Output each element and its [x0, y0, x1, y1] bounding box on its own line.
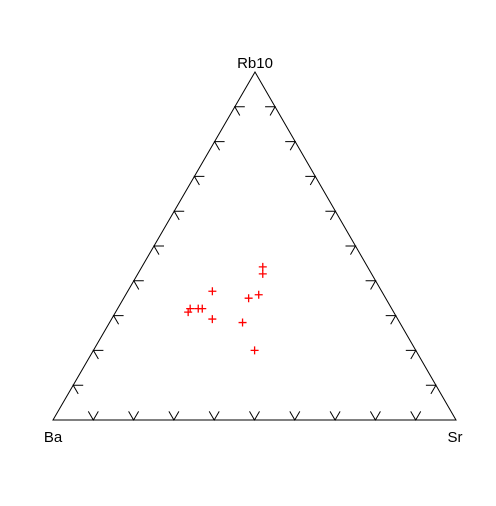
triangle-axes	[52, 71, 457, 421]
tick-mark-right	[345, 245, 357, 255]
tick-mark-left	[72, 384, 84, 395]
tick-mark-bottom	[249, 411, 260, 421]
tick-mark-right	[305, 175, 317, 186]
tick-mark-bottom	[329, 411, 341, 421]
tick-mark-left	[193, 175, 205, 186]
data-point	[208, 315, 217, 324]
tick-mark-bottom	[289, 411, 301, 421]
tick-mark-left	[173, 210, 185, 221]
vertex-label-left: Ba	[44, 429, 63, 446]
vertex-label-right: Sr	[448, 429, 463, 446]
data-point	[258, 262, 267, 271]
tick-mark-right	[265, 106, 276, 116]
tick-mark-bottom	[168, 411, 180, 421]
tick-mark-right	[365, 280, 377, 290]
data-points	[184, 262, 267, 355]
tick-mark-bottom	[128, 411, 140, 421]
data-point	[186, 304, 195, 313]
triangle-outline	[52, 71, 457, 421]
tick-mark-right	[425, 384, 437, 395]
tick-mark-right	[285, 141, 297, 151]
tick-mark-bottom	[208, 411, 220, 421]
data-point	[254, 290, 263, 299]
tick-mark-left	[233, 106, 245, 116]
data-point	[238, 318, 247, 327]
tick-mark-bottom	[87, 411, 99, 421]
tick-mark-right	[325, 210, 337, 221]
tick-mark-left	[153, 245, 164, 255]
tick-mark-right	[385, 315, 397, 325]
tick-mark-left	[132, 280, 144, 290]
tick-mark-left	[112, 315, 124, 325]
data-point	[244, 294, 253, 303]
tick-mark-bottom	[410, 411, 422, 421]
data-point	[250, 346, 259, 355]
data-point	[198, 304, 207, 313]
tick-mark-left	[213, 141, 225, 151]
vertex-label-top: Rb10	[237, 55, 273, 72]
tick-mark-right	[405, 349, 417, 360]
data-point	[208, 287, 217, 296]
data-point	[184, 308, 193, 317]
tick-mark-bottom	[369, 411, 381, 421]
tick-marks	[72, 106, 437, 421]
tick-mark-left	[92, 349, 104, 360]
data-point	[258, 269, 267, 278]
